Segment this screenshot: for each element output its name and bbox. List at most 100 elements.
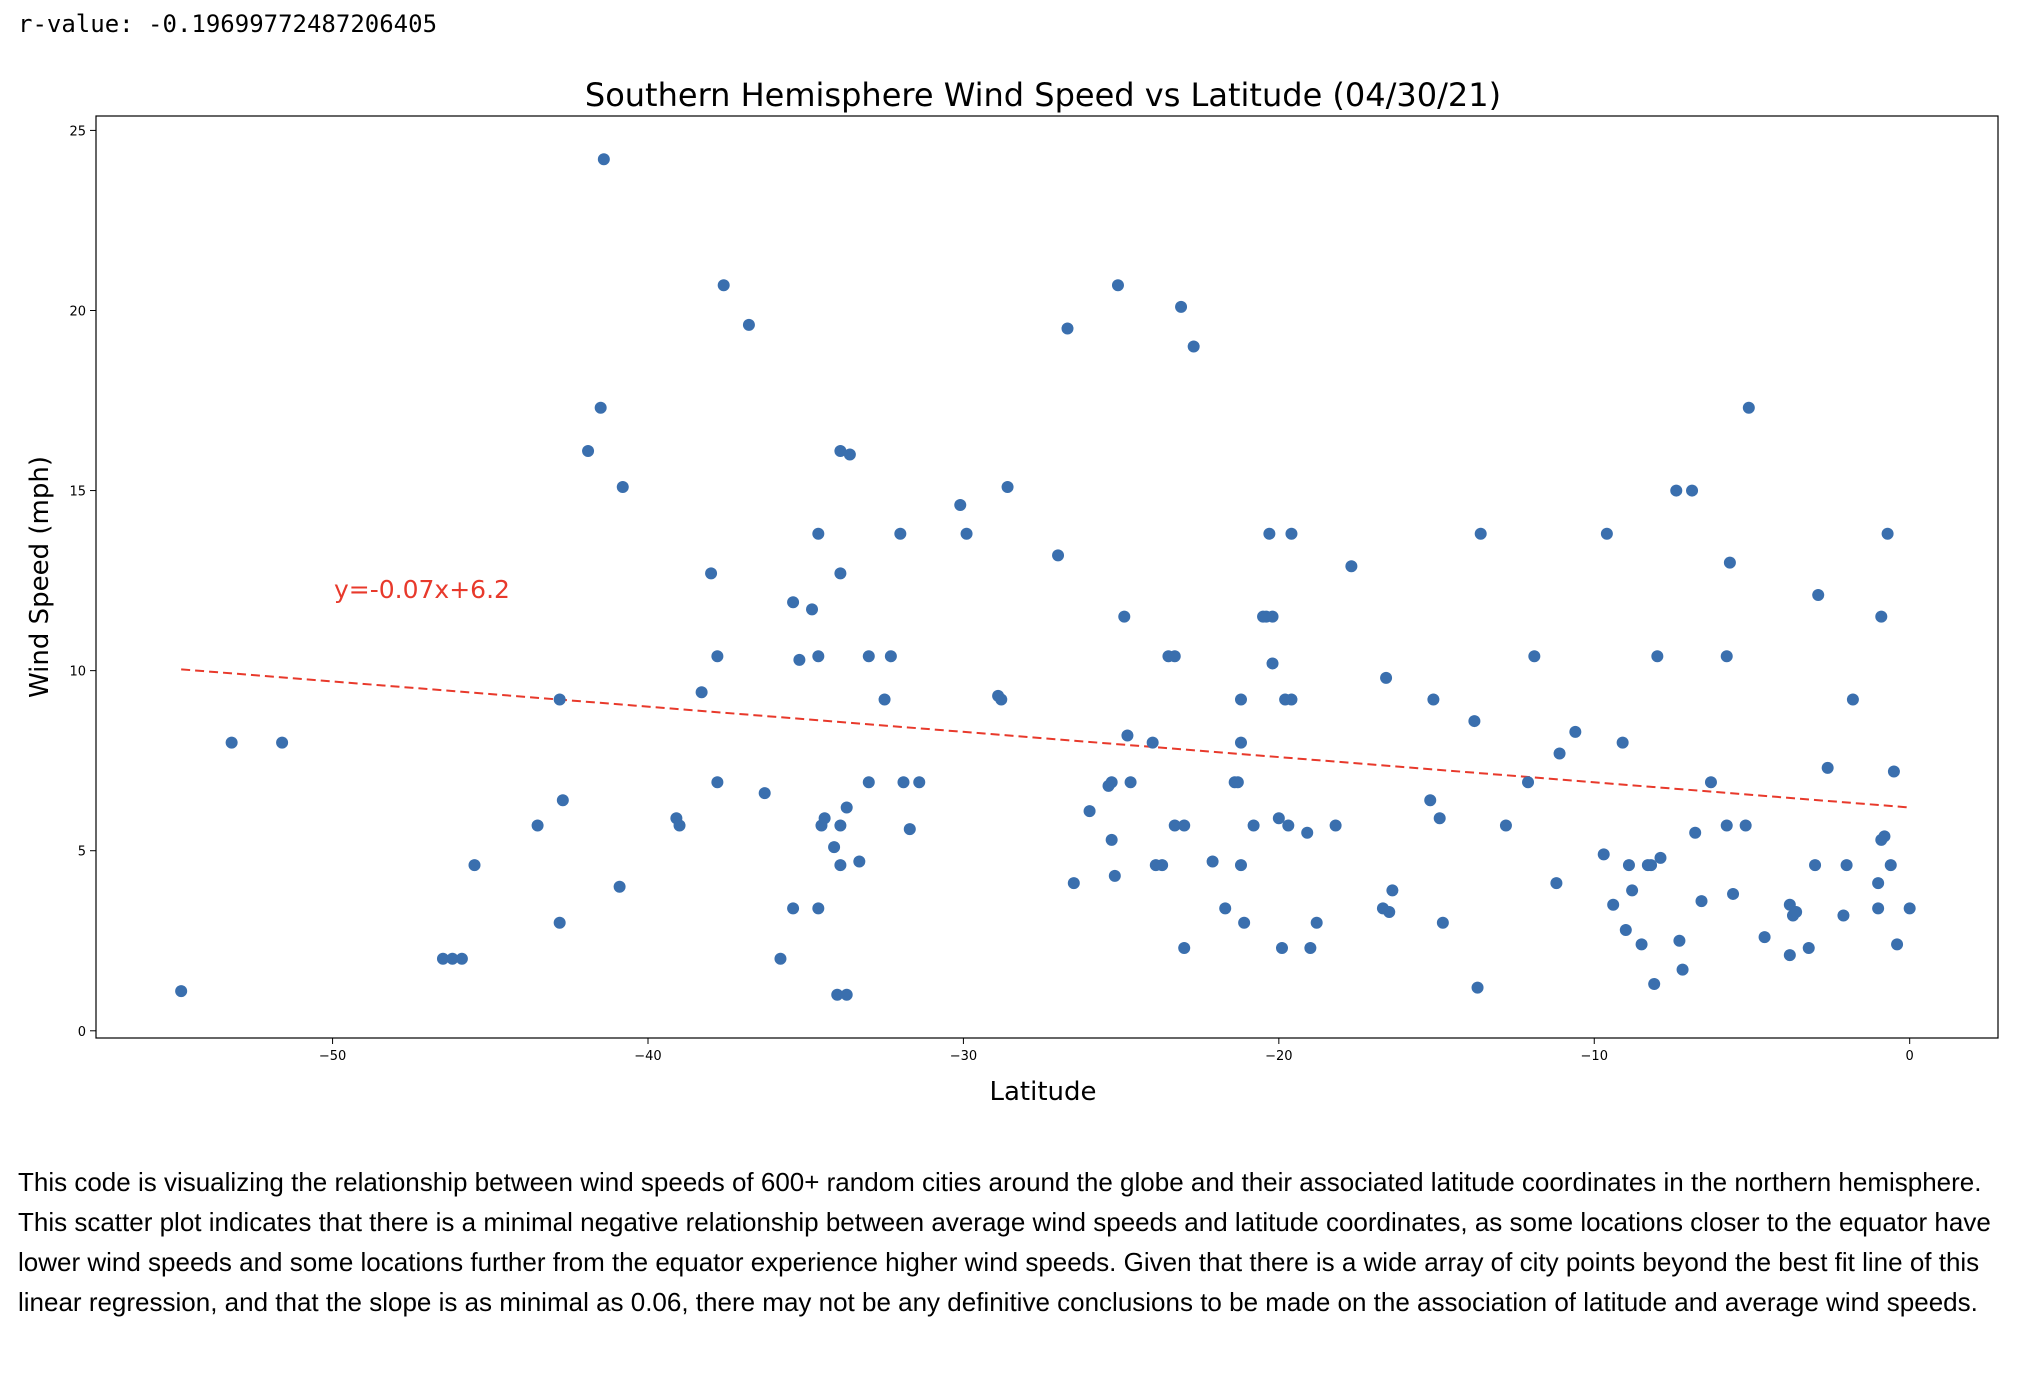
x-tick-label: 0 — [1906, 1049, 1914, 1064]
data-point — [1266, 610, 1279, 623]
y-tick-label: 5 — [78, 845, 86, 860]
data-point — [1499, 819, 1512, 832]
x-tick-label: −30 — [950, 1049, 977, 1064]
data-point — [582, 444, 595, 457]
data-point — [556, 794, 569, 807]
rvalue-output: r-value: -0.19699772487206405 — [18, 10, 438, 38]
data-point — [1872, 902, 1885, 915]
data-point — [1178, 941, 1191, 954]
data-point — [831, 988, 844, 1001]
data-point — [897, 776, 910, 789]
data-point — [705, 567, 718, 580]
data-point — [1310, 916, 1323, 929]
data-point — [995, 693, 1008, 706]
data-point — [1528, 650, 1541, 663]
data-point — [1121, 729, 1134, 742]
data-point — [812, 527, 825, 540]
data-point — [1809, 859, 1822, 872]
data-point — [613, 880, 626, 893]
data-point — [894, 527, 907, 540]
data-point — [553, 916, 566, 929]
data-point — [1616, 736, 1629, 749]
data-point — [225, 736, 238, 749]
data-point — [1569, 725, 1582, 738]
x-tick-label: −40 — [634, 1049, 661, 1064]
data-point — [1263, 527, 1276, 540]
data-point — [1178, 819, 1191, 832]
data-point — [1231, 776, 1244, 789]
data-point — [1427, 693, 1440, 706]
data-point — [1600, 527, 1613, 540]
data-point — [597, 153, 610, 166]
data-point — [1790, 905, 1803, 918]
data-point — [1607, 898, 1620, 911]
data-point — [812, 902, 825, 915]
x-tick-label: −50 — [319, 1049, 346, 1064]
data-point — [828, 841, 841, 854]
analysis-paragraph: This code is visualizing the relationshi… — [18, 1167, 1991, 1317]
data-point — [913, 776, 926, 789]
data-point — [1474, 527, 1487, 540]
data-point — [1247, 819, 1260, 832]
data-point — [1275, 941, 1288, 954]
y-axis-label: Wind Speed (mph) — [25, 456, 55, 698]
data-point — [1695, 895, 1708, 908]
data-point — [818, 812, 831, 825]
data-point — [1676, 963, 1689, 976]
data-point — [1881, 527, 1894, 540]
data-point — [1424, 794, 1437, 807]
data-point — [1266, 657, 1279, 670]
data-point — [1175, 300, 1188, 313]
data-point — [1891, 938, 1904, 951]
data-point — [1124, 776, 1137, 789]
data-point — [1878, 830, 1891, 843]
data-point — [1720, 819, 1733, 832]
data-point — [1553, 747, 1566, 760]
data-point — [1846, 693, 1859, 706]
data-point — [1884, 859, 1897, 872]
data-point — [1234, 859, 1247, 872]
data-point — [594, 401, 607, 414]
data-point — [1285, 527, 1298, 540]
data-point — [787, 902, 800, 915]
data-point — [1052, 549, 1065, 562]
data-point — [1720, 650, 1733, 663]
data-point — [812, 650, 825, 663]
data-point — [553, 693, 566, 706]
data-point — [1887, 765, 1900, 778]
data-point — [1433, 812, 1446, 825]
data-point — [1329, 819, 1342, 832]
data-point — [884, 650, 897, 663]
data-point — [1648, 977, 1661, 990]
data-point — [1146, 736, 1159, 749]
data-point — [1471, 981, 1484, 994]
data-point — [843, 448, 856, 461]
data-point — [834, 819, 847, 832]
data-point — [1105, 833, 1118, 846]
data-point — [793, 653, 806, 666]
data-point — [878, 693, 891, 706]
data-point — [1436, 916, 1449, 929]
data-point — [1686, 484, 1699, 497]
data-point — [1168, 650, 1181, 663]
data-point — [1872, 877, 1885, 890]
data-point — [1108, 869, 1121, 882]
data-point — [1837, 909, 1850, 922]
data-point — [1238, 916, 1251, 929]
data-point — [717, 279, 730, 292]
regression-layer — [181, 668, 1910, 809]
data-point — [1105, 776, 1118, 789]
data-point — [1645, 859, 1658, 872]
data-point — [1727, 887, 1740, 900]
x-axis: −50 −40 −30 −20 −10 0 — [319, 1038, 1914, 1064]
y-tick-label: 25 — [69, 124, 86, 139]
data-point — [1812, 589, 1825, 602]
data-point — [840, 801, 853, 814]
data-point — [468, 859, 481, 872]
data-point — [1219, 902, 1232, 915]
data-point — [1234, 693, 1247, 706]
data-point — [1187, 340, 1200, 353]
plot-area — [95, 115, 1999, 1039]
data-point — [853, 855, 866, 868]
data-point — [711, 776, 724, 789]
